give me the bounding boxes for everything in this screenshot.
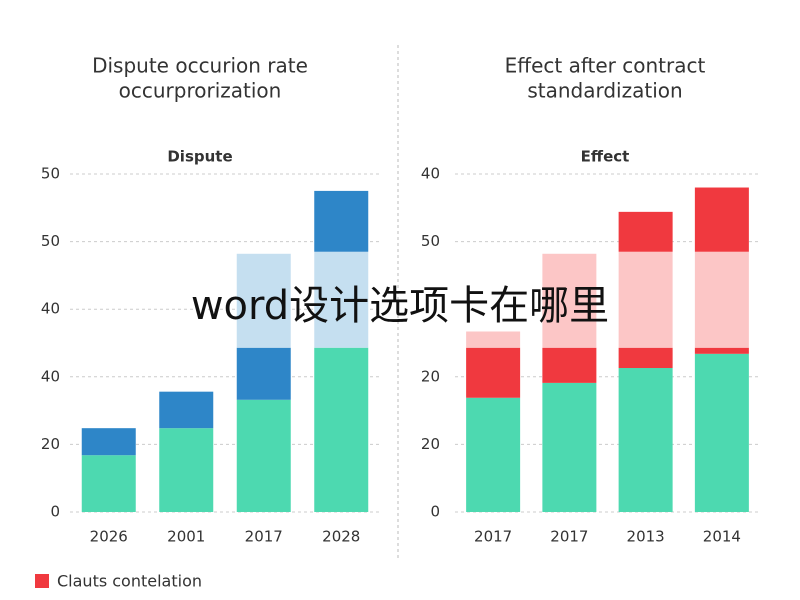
x-tick-label: 2026 — [90, 528, 128, 546]
chart-subtitle: Dispute — [167, 148, 232, 166]
y-tick-label: 40 — [41, 367, 60, 385]
bar-segment — [236, 347, 291, 400]
bar-segment — [694, 251, 749, 348]
y-tick-label: 40 — [41, 300, 60, 318]
chart-title: occurprorization — [119, 79, 282, 103]
bar-segment — [81, 428, 136, 456]
x-tick-label: 2017 — [474, 528, 512, 546]
bar-segment — [542, 347, 597, 383]
chart-title: standardization — [527, 79, 682, 103]
y-tick-label: 50 — [421, 232, 440, 250]
bar-segment — [618, 368, 673, 512]
bar-segment — [236, 253, 291, 348]
bar-segment — [466, 331, 521, 348]
bar-segment — [314, 251, 369, 348]
x-tick-label: 2014 — [703, 528, 741, 546]
y-tick-label: 0 — [430, 503, 440, 521]
bar-segment — [694, 347, 749, 354]
bar-segment — [159, 391, 214, 429]
bar-segment — [466, 397, 521, 512]
bar-segment — [542, 253, 597, 348]
chart-subtitle: Effect — [581, 148, 630, 166]
bar-segment — [314, 347, 369, 512]
bar-segment — [81, 455, 136, 512]
y-tick-label: 40 — [421, 165, 440, 183]
y-tick-label: 20 — [421, 435, 440, 453]
bar-segment — [618, 347, 673, 369]
y-tick-label: 20 — [41, 435, 60, 453]
bar-segment — [542, 382, 597, 512]
y-tick-label: 20 — [421, 367, 440, 385]
bar-segment — [466, 347, 521, 398]
x-tick-label: 2028 — [322, 528, 360, 546]
y-tick-label: 0 — [50, 503, 60, 521]
bar-segment — [314, 190, 369, 252]
bar-segment — [694, 353, 749, 512]
bar-segment — [618, 211, 673, 252]
chart-title: Effect after contract — [505, 54, 706, 78]
x-tick-label: 2017 — [550, 528, 588, 546]
x-tick-label: 2013 — [627, 528, 665, 546]
x-tick-label: 2001 — [167, 528, 205, 546]
watermark: word设计选项卡在哪里 — [191, 283, 609, 329]
bar-segment — [694, 187, 749, 252]
chart-title: Dispute occurion rate — [92, 54, 308, 78]
bar-segment — [618, 251, 673, 348]
y-tick-label: 50 — [41, 232, 60, 250]
legend-swatch — [35, 574, 49, 588]
y-tick-label: 50 — [41, 165, 60, 183]
x-tick-label: 2017 — [245, 528, 283, 546]
legend-label: Clauts contelation — [57, 572, 202, 591]
bar-segment — [236, 399, 291, 512]
bar-segment — [159, 428, 214, 512]
